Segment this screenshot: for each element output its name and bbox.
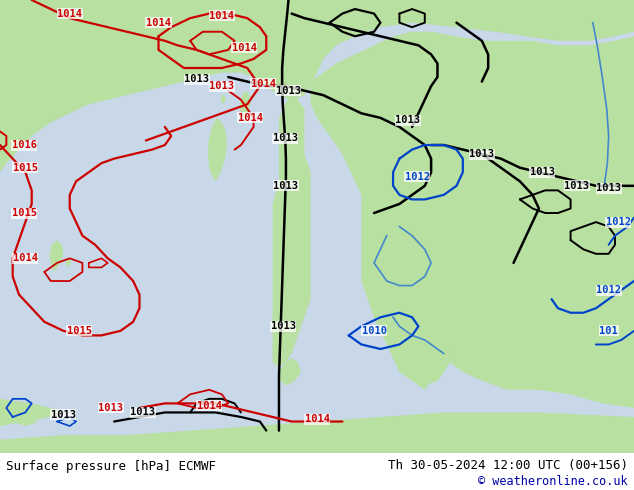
Text: 1015: 1015 [11,208,37,218]
Text: 1012: 1012 [596,285,621,295]
Text: 1014: 1014 [231,43,257,52]
Text: © weatheronline.co.uk: © weatheronline.co.uk [478,475,628,489]
Text: 1010: 1010 [361,326,387,336]
Text: 1015: 1015 [67,326,92,336]
Text: 1013: 1013 [596,183,621,193]
Polygon shape [49,240,63,272]
Text: 1013: 1013 [273,181,299,191]
Polygon shape [0,0,634,172]
Polygon shape [66,258,71,268]
Text: 1013: 1013 [276,86,301,96]
Polygon shape [425,195,634,408]
Text: 1013: 1013 [184,74,209,84]
Polygon shape [240,91,250,122]
Text: Surface pressure [hPa] ECMWF: Surface pressure [hPa] ECMWF [6,460,216,473]
Text: 1014: 1014 [57,9,82,19]
Polygon shape [0,413,634,453]
Text: 1014: 1014 [250,79,276,89]
Polygon shape [374,226,444,385]
Text: 1016: 1016 [11,140,37,150]
Text: 1013: 1013 [469,149,495,159]
Text: 1013: 1013 [564,181,590,191]
Text: Th 30-05-2024 12:00 UTC (00+156): Th 30-05-2024 12:00 UTC (00+156) [387,459,628,471]
Text: 1013: 1013 [98,403,124,413]
Text: 1014: 1014 [197,401,222,411]
Text: 1014: 1014 [304,414,330,424]
Text: 1013: 1013 [209,81,235,91]
Text: 1014: 1014 [209,11,235,21]
Polygon shape [279,358,301,385]
Text: 1013: 1013 [529,167,555,177]
Text: 1013: 1013 [130,408,155,417]
Polygon shape [13,417,38,426]
Text: 1012: 1012 [605,217,631,227]
Text: 101: 101 [599,326,618,336]
Text: 1014: 1014 [146,18,171,27]
Text: 1013: 1013 [273,133,298,143]
Text: 1014: 1014 [238,113,263,123]
Polygon shape [273,91,311,367]
Text: 1015: 1015 [13,163,38,172]
Polygon shape [0,399,63,440]
Polygon shape [311,32,634,390]
Text: 1013: 1013 [395,115,420,125]
Polygon shape [208,118,227,181]
Text: 1014: 1014 [13,253,38,263]
Text: 1013: 1013 [271,321,296,331]
Text: 1013: 1013 [51,410,76,420]
Text: 1012: 1012 [404,172,430,182]
Polygon shape [221,95,226,104]
